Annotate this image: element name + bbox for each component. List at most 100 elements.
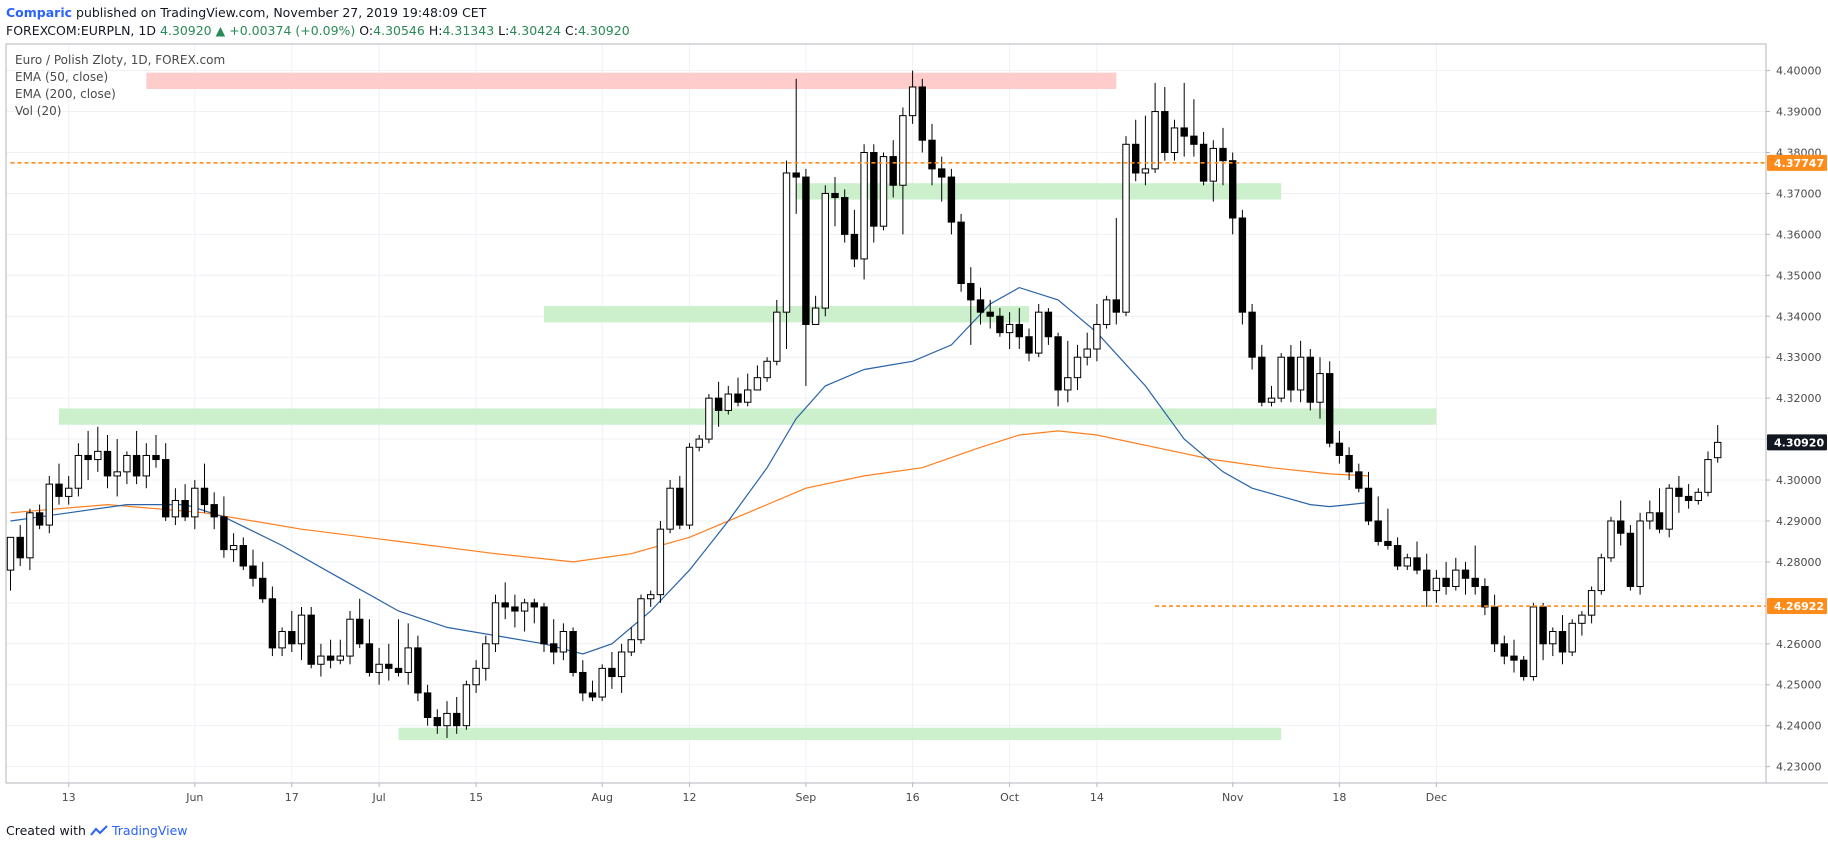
candle-down [734, 377, 742, 407]
x-tick-label: 13 [62, 791, 76, 804]
candle-up [278, 627, 286, 657]
candle-up [1578, 611, 1586, 636]
candle-body [1558, 631, 1567, 653]
candle-down [1558, 615, 1567, 665]
candle-body [588, 692, 597, 698]
candle-body [74, 454, 83, 489]
candle-up [1151, 82, 1159, 173]
candle-body [1578, 614, 1586, 624]
candle-down [530, 598, 538, 624]
candle-body [1442, 577, 1450, 587]
y-tick-label: 4.40000 [1776, 65, 1822, 78]
candle-down [84, 430, 92, 481]
candle-down [288, 611, 296, 652]
candle-down [957, 213, 965, 292]
candle-body [1316, 373, 1324, 403]
candle-down [249, 549, 257, 587]
candle-down [579, 660, 587, 702]
x-axis: 13 Jun 17 Jul 15 Aug 12 Sep 16 Oct 14 Nov 18 Dec [62, 783, 1447, 804]
tradingview-link[interactable]: TradingView [111, 823, 188, 838]
x-tick-label: 17 [285, 791, 299, 804]
x-tick-label: Oct [1000, 791, 1020, 804]
candle-down [986, 299, 994, 329]
candle-body [1587, 590, 1596, 616]
ema50-line [10, 286, 1369, 655]
candle-down [268, 586, 277, 657]
candle-up [6, 536, 15, 591]
candle-up [1122, 136, 1130, 317]
x-tick-label: Aug [591, 791, 612, 804]
candle-up [191, 480, 199, 530]
legend-ema50[interactable]: EMA (50, close) [15, 70, 109, 84]
candle-body [16, 536, 24, 559]
candle-body [1694, 491, 1702, 502]
candle-body [1054, 336, 1062, 391]
candle-body [1102, 299, 1111, 325]
candle-down [1238, 209, 1247, 325]
candle-up [26, 508, 34, 571]
candle-body [802, 176, 810, 325]
candle-up [1665, 484, 1673, 538]
candle-body [191, 487, 199, 518]
y-tick-label: 4.39000 [1776, 106, 1822, 119]
candle-up [45, 475, 53, 534]
candle-body [627, 639, 635, 653]
candle-down [1384, 508, 1392, 550]
candle-up [656, 520, 665, 603]
candle-body [1655, 512, 1664, 530]
candle-body [297, 614, 306, 645]
ema200-series [10, 430, 1369, 563]
candle-body [45, 483, 53, 526]
candle-body [1015, 323, 1023, 338]
candle-body [1132, 143, 1140, 174]
legend-ema200[interactable]: EMA (200, close) [15, 87, 116, 101]
candle-body [1374, 520, 1382, 542]
price-label-text: 4.37747 [1774, 157, 1824, 170]
candle-down [1481, 578, 1489, 616]
candle-up [559, 623, 568, 661]
candle-down [239, 537, 248, 571]
legend-vol[interactable]: Vol (20) [15, 104, 62, 118]
candle-up [462, 680, 471, 730]
candle-down [1326, 361, 1334, 448]
price-labels: 4.37747 4.30920 4.26922 [1767, 154, 1827, 615]
y-tick-label: 4.28000 [1776, 556, 1822, 569]
candle-up [482, 635, 490, 681]
candle-up [1432, 570, 1441, 603]
candle-down [1364, 471, 1373, 526]
candle-down [1112, 218, 1120, 325]
candle-body [220, 516, 228, 551]
price-label-box [1767, 154, 1827, 171]
candle-up [1452, 557, 1460, 591]
candle-up [1587, 586, 1596, 624]
publisher-link[interactable]: Comparic [6, 5, 73, 20]
candle-up [1141, 115, 1150, 186]
candle-down [16, 525, 24, 567]
candle-body [1005, 323, 1014, 334]
candle-up [171, 488, 180, 526]
candle-down [1229, 152, 1237, 235]
candle-up [472, 660, 480, 693]
candle-body [870, 151, 878, 227]
candle-body [947, 176, 956, 223]
candle-body [860, 151, 868, 260]
low-value: 4.30424 [509, 23, 562, 38]
candle-body [879, 156, 888, 227]
candle-down [850, 209, 859, 268]
candle-up [123, 451, 131, 485]
candle-up [695, 434, 703, 452]
candle-body [1151, 111, 1159, 170]
candle-down [1180, 82, 1188, 157]
candle-body [1209, 147, 1217, 182]
candle-body [1364, 487, 1373, 522]
candle-down [540, 602, 548, 652]
candle-body [123, 454, 131, 473]
y-axis: 4.230004.240004.250004.260004.270004.280… [1766, 65, 1822, 774]
candle-body [1122, 143, 1130, 313]
candles [6, 70, 1722, 738]
candle-body [317, 655, 325, 665]
candle-up [1607, 516, 1615, 562]
candle-down [569, 627, 577, 677]
